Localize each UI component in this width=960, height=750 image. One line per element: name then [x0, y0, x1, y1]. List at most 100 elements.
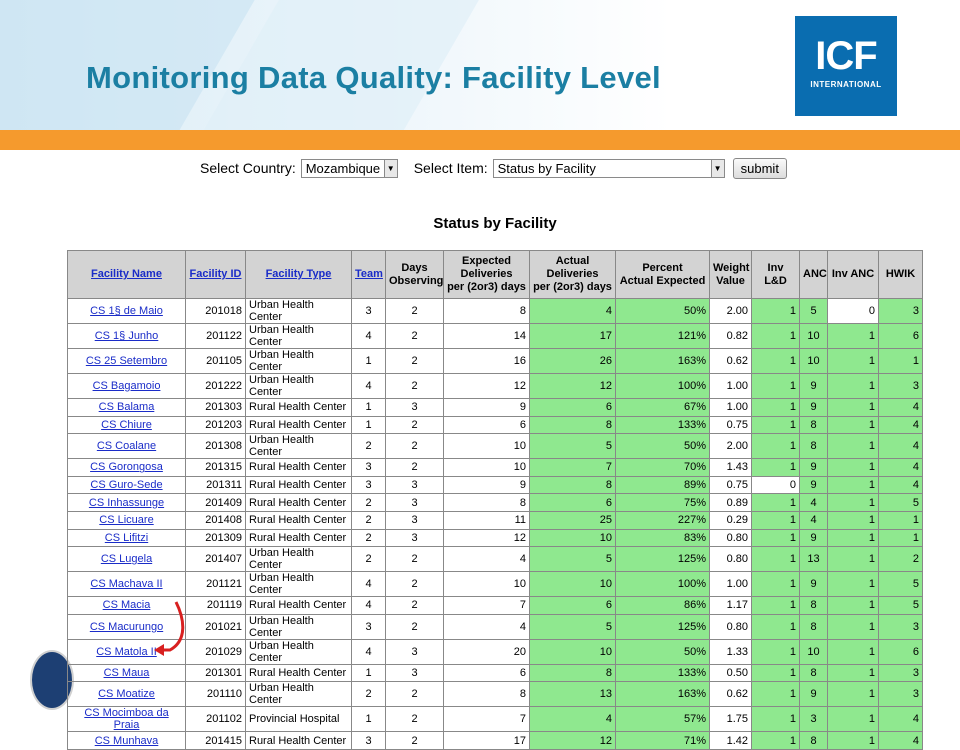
header-facility-name[interactable]: Facility Name [67, 250, 186, 299]
expected-deliveries-cell: 6 [443, 663, 530, 683]
inv-ld-cell: 1 [751, 298, 800, 324]
facility-name-cell[interactable]: CS Munhava [67, 731, 186, 750]
facility-type-cell: Urban Health Center [245, 638, 352, 665]
header-actual-deliveries: Actual Deliveries per (2or3) days [529, 250, 616, 299]
table-row: CS Licuare 201408 Rural Health Center 2 3 11 2… [67, 510, 923, 530]
sort-link-facility-type[interactable]: Facility Type [265, 268, 332, 280]
hwik-cell: 4 [878, 458, 923, 477]
inv-ld-cell: 1 [751, 731, 800, 750]
facility-name-cell[interactable]: CS Macurungo [67, 613, 186, 640]
inv-anc-cell: 1 [827, 398, 879, 417]
anc-cell: 9 [799, 458, 828, 477]
facility-type-cell: Rural Health Center [245, 415, 352, 435]
facility-name-cell[interactable]: CS Mocimboa da Praia [67, 706, 186, 733]
inv-ld-cell: 1 [751, 546, 800, 573]
percent-cell: 83% [615, 528, 710, 548]
facility-link[interactable]: CS Guro-Sede [90, 479, 163, 492]
actual-deliveries-cell: 4 [529, 298, 616, 324]
item-select[interactable]: Status by Facility ▼ [492, 158, 725, 178]
facility-link[interactable]: CS Macia [102, 599, 151, 612]
facility-name-cell[interactable]: CS Bagamoio [67, 373, 186, 399]
facility-id-cell: 201029 [185, 638, 246, 665]
facility-link[interactable]: CS Gorongosa [90, 461, 163, 474]
facility-link[interactable]: CS Machava II [90, 578, 163, 591]
days-observing-cell: 2 [385, 706, 444, 733]
logo-subtext: INTERNATIONAL [810, 80, 882, 89]
days-observing-cell: 2 [385, 546, 444, 573]
inv-ld-cell: 1 [751, 415, 800, 435]
inv-anc-cell: 1 [827, 373, 879, 399]
facility-name-cell[interactable]: CS Gorongosa [67, 458, 186, 477]
facility-type-cell: Urban Health Center [245, 433, 352, 460]
expected-deliveries-cell: 12 [443, 373, 530, 399]
facility-link[interactable]: CS Inhassunge [88, 496, 165, 509]
header-percent: Percent Actual Expected [615, 250, 710, 299]
header-team[interactable]: Team [351, 250, 386, 299]
sort-link-team[interactable]: Team [355, 268, 383, 280]
percent-cell: 70% [615, 458, 710, 477]
hwik-cell: 4 [878, 706, 923, 733]
actual-deliveries-cell: 10 [529, 571, 616, 598]
facility-name-cell[interactable]: CS Licuare [67, 510, 186, 530]
facility-name-cell[interactable]: CS Moatize [67, 681, 186, 708]
facility-link[interactable]: CS Mocimboa da Praia [84, 707, 169, 732]
expected-deliveries-cell: 9 [443, 475, 530, 495]
facility-link[interactable]: CS Coalane [96, 440, 157, 453]
table-row: CS Lifitzi 201309 Rural Health Center 2 3 12 1… [67, 528, 923, 548]
facility-type-cell: Urban Health Center [245, 613, 352, 640]
facility-link[interactable]: CS Bagamoio [92, 380, 161, 392]
facility-name-cell[interactable]: CS Chiure [67, 415, 186, 435]
sort-link-facility-name[interactable]: Facility Name [91, 268, 162, 280]
facility-link[interactable]: CS Maua [103, 667, 150, 680]
expected-deliveries-cell: 20 [443, 638, 530, 665]
header-line: per (2or3) days [447, 281, 526, 293]
anc-cell: 10 [799, 323, 828, 349]
header-facility-id[interactable]: Facility ID [185, 250, 246, 299]
table-row: CS Bagamoio 201222 Urban Health Center 4 2 12… [67, 373, 923, 399]
facility-link[interactable]: CS Macurungo [89, 620, 164, 633]
facility-link[interactable]: CS Balama [98, 401, 155, 414]
header-line: Value [716, 274, 745, 287]
facility-type-cell: Rural Health Center [245, 731, 352, 750]
facility-link[interactable]: CS Munhava [94, 734, 159, 747]
facility-name-cell[interactable]: CS Inhassunge [67, 493, 186, 512]
facility-link[interactable]: CS Matola II [96, 645, 157, 658]
facility-link[interactable]: CS Licuare [99, 514, 154, 527]
facility-link[interactable]: CS Lifitzi [104, 531, 149, 544]
expected-deliveries-cell: 16 [443, 348, 530, 374]
facility-type-cell: Rural Health Center [245, 398, 352, 417]
inv-anc-cell: 1 [827, 348, 879, 374]
facility-name-cell[interactable]: CS Lifitzi [67, 528, 186, 548]
facility-name-cell[interactable]: CS Coalane [67, 433, 186, 460]
facility-link[interactable]: CS 25 Setembro [85, 355, 168, 367]
weight-value-cell: 0.75 [709, 475, 752, 495]
anc-cell: 9 [799, 681, 828, 708]
sort-link-facility-id[interactable]: Facility ID [189, 268, 242, 280]
header-line: Deliveries [460, 268, 513, 280]
facility-link[interactable]: CS Chiure [101, 418, 152, 431]
facility-link[interactable]: CS Moatize [98, 688, 155, 701]
submit-button[interactable]: submit [732, 157, 787, 179]
team-cell: 2 [351, 546, 386, 573]
facility-name-cell[interactable]: CS Matola II [67, 638, 186, 665]
facility-name-cell[interactable]: CS Lugela [67, 546, 186, 573]
facility-name-cell[interactable]: CS 1§ Junho [67, 323, 186, 349]
days-observing-cell: 2 [385, 571, 444, 598]
team-cell: 1 [351, 663, 386, 683]
facility-link[interactable]: CS 1§ de Maio [90, 305, 163, 317]
header-facility-type[interactable]: Facility Type [245, 250, 352, 299]
country-select[interactable]: Mozambique ▼ [300, 158, 398, 178]
header-weight-value: Weight Value [709, 250, 752, 299]
facility-name-cell[interactable]: CS Maua [67, 663, 186, 683]
facility-name-cell[interactable]: CS 1§ de Maio [67, 298, 186, 324]
weight-value-cell: 0.50 [709, 663, 752, 683]
weight-value-cell: 0.62 [709, 348, 752, 374]
facility-name-cell[interactable]: CS Guro-Sede [67, 475, 186, 495]
facility-name-cell[interactable]: CS Machava II [67, 571, 186, 598]
facility-link[interactable]: CS 1§ Junho [94, 330, 159, 342]
item-select-value: Status by Facility [497, 160, 596, 176]
facility-link[interactable]: CS Lugela [100, 553, 153, 566]
facility-name-cell[interactable]: CS Balama [67, 398, 186, 417]
facility-name-cell[interactable]: CS 25 Setembro [67, 348, 186, 374]
inv-anc-cell: 1 [827, 596, 879, 615]
